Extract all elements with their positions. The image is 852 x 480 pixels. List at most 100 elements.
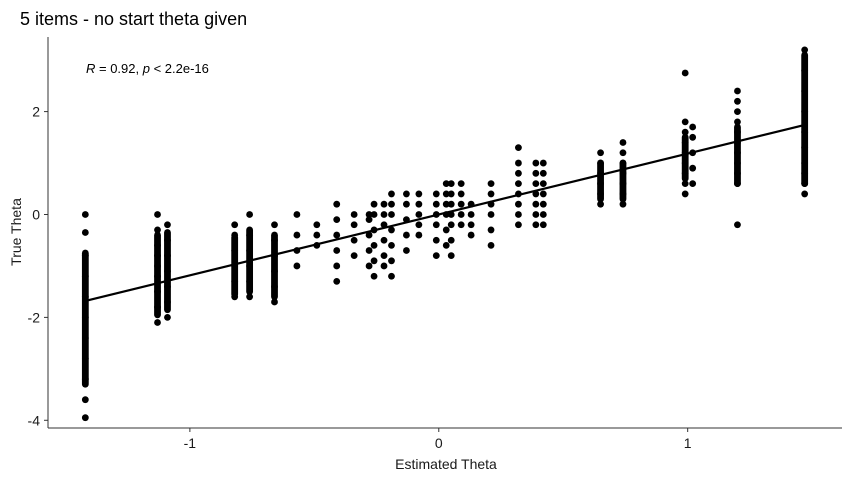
data-point	[350, 252, 358, 260]
data-point	[539, 221, 547, 229]
data-point	[81, 355, 89, 362]
x-tick-label: 1	[684, 435, 692, 451]
regression-line	[85, 123, 805, 302]
data-point	[734, 128, 741, 136]
data-point	[333, 247, 341, 254]
data-point	[415, 190, 423, 198]
data-point	[370, 257, 378, 265]
y-axis-title: True Theta	[8, 198, 24, 266]
data-point	[365, 247, 373, 254]
data-point	[403, 247, 410, 254]
data-point	[231, 221, 239, 229]
data-point	[515, 211, 522, 218]
data-point	[681, 69, 689, 77]
data-point	[350, 236, 358, 244]
data-point	[164, 298, 171, 306]
data-point	[432, 200, 440, 208]
data-point	[403, 231, 410, 239]
data-point	[365, 262, 373, 270]
data-point	[442, 241, 450, 249]
data-point	[271, 283, 278, 290]
data-point	[619, 200, 627, 208]
data-point	[231, 247, 239, 254]
y-tick-label: 2	[32, 104, 40, 120]
data-point	[467, 221, 475, 229]
data-point	[380, 236, 388, 244]
x-axis-title: Estimated Theta	[395, 456, 497, 472]
data-point	[447, 252, 455, 260]
data-point	[388, 200, 395, 208]
data-point	[801, 180, 809, 188]
data-point	[515, 169, 522, 177]
data-point	[689, 164, 697, 172]
data-point	[246, 211, 254, 218]
data-point	[164, 252, 171, 260]
data-point	[81, 313, 89, 321]
annotation-p-symbol: p	[142, 61, 150, 76]
data-point	[81, 375, 89, 383]
data-point	[442, 190, 450, 198]
data-point	[801, 159, 809, 167]
data-point	[801, 190, 809, 198]
data-point	[681, 169, 689, 177]
data-point	[432, 236, 440, 244]
data-point	[801, 128, 809, 136]
data-point	[457, 221, 465, 229]
data-point	[164, 236, 171, 244]
data-point	[619, 159, 627, 167]
data-point	[457, 200, 465, 208]
correlation-annotation: R = 0.92, p < 2.2e-16	[86, 61, 209, 76]
data-point	[81, 414, 89, 422]
data-point	[597, 180, 604, 188]
data-point	[271, 267, 278, 275]
data-point	[467, 231, 475, 239]
data-point	[734, 169, 741, 177]
data-point	[532, 221, 540, 229]
data-point	[487, 241, 495, 249]
data-point	[801, 108, 809, 115]
data-point	[154, 272, 161, 280]
data-point	[81, 293, 89, 301]
data-point	[457, 180, 465, 188]
data-point	[370, 272, 378, 280]
data-point	[365, 211, 373, 218]
data-point	[681, 118, 689, 126]
data-point	[350, 211, 358, 218]
data-point	[734, 97, 741, 105]
data-point	[447, 180, 455, 188]
data-point	[539, 211, 547, 218]
data-point	[801, 67, 809, 74]
data-point	[487, 211, 495, 218]
data-point	[734, 180, 741, 188]
data-point	[271, 236, 278, 244]
regression-line-group	[85, 123, 805, 302]
data-point	[689, 133, 697, 141]
data-point	[619, 139, 627, 146]
data-point	[539, 180, 547, 188]
annotation-r-symbol: R	[86, 61, 95, 76]
data-point	[246, 293, 254, 301]
data-point	[442, 180, 450, 188]
data-point	[457, 190, 465, 198]
data-point	[164, 283, 171, 290]
data-point	[734, 159, 741, 167]
data-point	[164, 267, 171, 275]
data-point	[457, 211, 465, 218]
data-point	[388, 226, 395, 234]
data-point	[365, 216, 373, 224]
data-point	[515, 180, 522, 188]
data-point	[734, 87, 741, 95]
data-point	[689, 123, 697, 131]
data-point	[539, 190, 547, 198]
data-point	[532, 159, 540, 167]
data-point	[447, 200, 455, 208]
data-point	[81, 272, 89, 280]
data-point	[487, 226, 495, 234]
data-point	[81, 252, 89, 260]
data-point	[154, 262, 161, 270]
data-point	[447, 221, 455, 229]
y-tick-label: -2	[28, 309, 41, 325]
data-point	[681, 159, 689, 167]
data-point	[293, 262, 301, 270]
